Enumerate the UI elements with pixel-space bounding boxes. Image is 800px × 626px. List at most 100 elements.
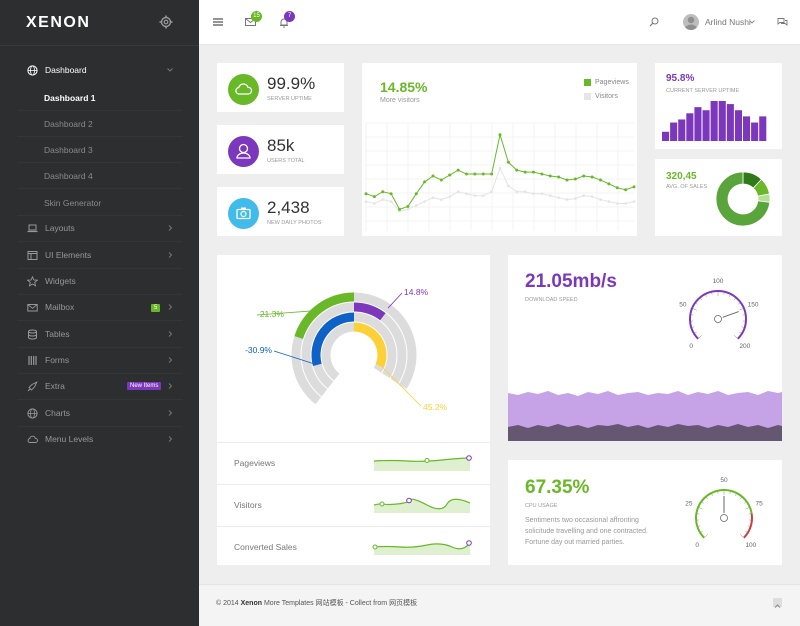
pageviews-point (431, 174, 435, 178)
chevron-down-icon[interactable] (749, 19, 755, 25)
gauge-tick-label: 100 (745, 542, 756, 549)
chevron-up-icon (774, 604, 781, 608)
sidebar-subitem-dashboard-1[interactable]: Dashboard 1 (0, 85, 199, 111)
gauge-hub (714, 315, 722, 323)
visitors-point (507, 184, 510, 188)
radial-bar (294, 292, 355, 339)
uptime-bar-chart (662, 101, 767, 141)
sidebar-item-extra[interactable]: Extra New Items (0, 374, 199, 400)
radial-bar-chart: -21.3% 14.8% -30.9% 45.2% (245, 287, 447, 412)
tile-label: NEW DAILY PHOTOS (267, 220, 322, 226)
uptime-bar (734, 110, 742, 141)
visitors-point (389, 200, 393, 203)
sidebar-subitem-dashboard-4[interactable]: Dashboard 4 (0, 163, 199, 189)
visitors-point (423, 200, 426, 203)
visitors-point (456, 190, 460, 194)
sidebar-subitem-skin-generator[interactable]: Skin Generator (0, 190, 199, 216)
user-name[interactable]: Arlind Nushi (705, 17, 751, 27)
sidebar-subitem-label: Dashboard 4 (44, 171, 93, 181)
download-speed-panel: 21.05mb/s DOWNLOAD SPEED 0 50 100 150 200 (508, 255, 782, 441)
pageviews-point (523, 170, 527, 174)
pageviews-point (389, 192, 393, 196)
sidebar-subitem-label: Skin Generator (44, 198, 102, 208)
chat-icon[interactable] (777, 17, 788, 27)
new-items-badge: New Items (127, 382, 162, 390)
footer: © 2014 Xenon More Templates 网站模板 - Colle… (199, 584, 800, 626)
uptime-bar (726, 104, 734, 141)
cpu-description: Sentiments two occasional affronting sol… (525, 517, 648, 546)
visitors-point (473, 194, 477, 197)
visitors-point (574, 197, 577, 200)
visitors-point (498, 166, 502, 170)
sidebar-item-widgets[interactable]: Widgets (0, 269, 199, 295)
gauge-tick (706, 497, 708, 500)
cpu-gauge: 0 25 50 75 100 (685, 477, 763, 549)
gauge-tick (700, 298, 702, 301)
sales-headline: 320,45 (666, 171, 697, 182)
uptime-bar (678, 119, 686, 141)
pageviews-point (624, 188, 628, 192)
pageviews-point (423, 180, 427, 184)
gauge-tick (698, 525, 701, 527)
footer-prefix: © 2014 (216, 600, 241, 607)
globe-icon (27, 65, 38, 76)
sidebar-item-mailbox[interactable]: Mailbox 5 (0, 295, 199, 321)
radial-chart-panel: -21.3% 14.8% -30.9% 45.2% Pageviews Visitor… (217, 255, 490, 565)
sidebar-subitem-dashboard-3[interactable]: Dashboard 3 (0, 137, 199, 163)
mailbox-count-badge: 5 (151, 304, 161, 312)
sidebar-item-tables[interactable]: Tables (0, 322, 199, 348)
chevron-right-icon (168, 357, 173, 363)
visitors-point (615, 202, 619, 205)
chevron-right-icon (168, 252, 173, 258)
uptime-bar (751, 122, 759, 141)
sidebar: XENON Dashboard Dashboard 1 Dashboard 2 … (0, 0, 199, 626)
visitors-point (481, 194, 485, 197)
visitors-point (414, 204, 418, 207)
gear-icon[interactable] (159, 15, 173, 29)
visitors-point (406, 208, 410, 211)
visitors-subtitle: More visitors (380, 97, 420, 104)
spark-label: Visitors (234, 500, 262, 510)
menu-hamburger-icon[interactable] (213, 17, 223, 27)
tile-icon-bg (228, 136, 259, 167)
uptime-bar (686, 113, 694, 141)
cpu-headline: 67.35% (525, 477, 590, 498)
visitors-headline: 14.85% (380, 79, 428, 95)
avatar[interactable] (683, 14, 699, 30)
visitors-point (540, 192, 544, 195)
chevron-right-icon (168, 410, 173, 416)
legend-label: Visitors (595, 93, 618, 100)
footer-brand[interactable]: Xenon (240, 600, 263, 607)
sidebar-item-dashboard[interactable]: Dashboard (0, 58, 199, 84)
gauge-red-zone (743, 513, 753, 539)
sidebar-item-forms[interactable]: Forms (0, 348, 199, 374)
logo[interactable]: XENON (26, 14, 91, 31)
gauge-arc (695, 489, 753, 539)
visitors-point (532, 192, 535, 195)
gauge-tick-label: 0 (695, 542, 699, 549)
footer-text: © 2014 Xenon More Templates 网站模板 - Colle… (216, 598, 417, 608)
uptime-bar (702, 110, 710, 141)
visitors-point (590, 195, 594, 198)
sidebar-item-label: Tables (45, 329, 70, 339)
scroll-to-top-button[interactable] (773, 598, 782, 608)
sidebar-item-label: Widgets (45, 276, 76, 286)
sidebar-item-label: Dashboard (45, 65, 87, 75)
uptime-bar (759, 116, 767, 141)
download-area-chart (508, 391, 782, 441)
search-icon[interactable] (649, 17, 659, 27)
pageviews-point (406, 204, 410, 208)
sidebar-item-menu-levels[interactable]: Menu Levels (0, 427, 199, 453)
sidebar-item-layouts[interactable]: Layouts (0, 216, 199, 242)
gauge-tick (702, 501, 704, 504)
tile-new-daily-photos: 2,438 NEW DAILY PHOTOS (217, 187, 344, 236)
sidebar-item-charts[interactable]: Charts (0, 401, 199, 427)
pageviews-point (548, 174, 552, 178)
spark-row-pageviews: Pageviews (217, 442, 490, 484)
sidebar-item-ui-elements[interactable]: UI Elements (0, 243, 199, 269)
sidebar-subitem-dashboard-2[interactable]: Dashboard 2 (0, 111, 199, 137)
radial-bar (311, 312, 355, 367)
sidebar-item-label: Mailbox (45, 302, 75, 312)
gauge-tick-label: 200 (739, 343, 750, 350)
gauge-tick-label: 75 (755, 500, 763, 507)
